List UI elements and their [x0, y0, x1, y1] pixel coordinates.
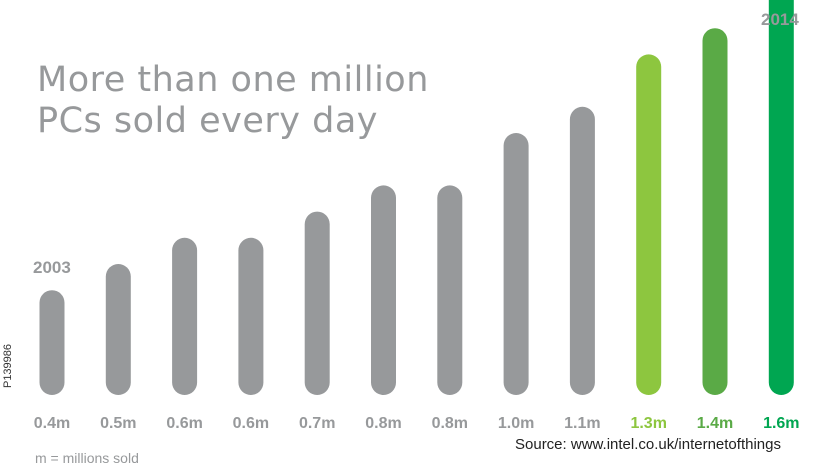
bar-1: [39, 290, 65, 395]
bar-4: [238, 237, 264, 395]
bar-8: [503, 133, 529, 395]
bar-value-label-2: 0.5m: [100, 415, 136, 432]
bar-value-label-1: 0.4m: [34, 415, 70, 432]
bar-value-label-10: 1.3m: [630, 415, 666, 432]
bar-2: [105, 264, 131, 395]
bar-12: [768, 0, 794, 395]
source-text: Source: www.intel.co.uk/internetofthings: [515, 436, 781, 453]
bar-value-label-6: 0.8m: [365, 415, 401, 432]
bar-3: [172, 237, 198, 395]
bar-5: [304, 211, 330, 395]
bar-7: [437, 185, 463, 395]
bar-value-label-11: 1.4m: [697, 415, 733, 432]
bar-value-label-9: 1.1m: [564, 415, 600, 432]
bar-11: [702, 28, 728, 395]
bar-value-label-8: 1.0m: [498, 415, 534, 432]
bar-value-label-4: 0.6m: [233, 415, 269, 432]
bar-6: [371, 185, 396, 395]
title-line-1: More than one million: [37, 60, 429, 100]
bar-value-label-7: 0.8m: [432, 415, 468, 432]
bar-value-label-12: 1.6m: [763, 415, 799, 432]
unit-note: m = millions sold: [35, 450, 139, 466]
bar-value-label-5: 0.7m: [299, 415, 335, 432]
year-label-end: 2014: [761, 10, 799, 29]
bar-value-label-3: 0.6m: [166, 415, 202, 432]
chart-title: More than one million PCs sold every day: [37, 60, 429, 142]
bar-9: [569, 106, 595, 396]
title-line-2: PCs sold every day: [37, 101, 379, 141]
year-label-start: 2003: [33, 258, 71, 277]
bar-10: [636, 54, 662, 396]
image-id-label: P139986: [2, 343, 15, 389]
